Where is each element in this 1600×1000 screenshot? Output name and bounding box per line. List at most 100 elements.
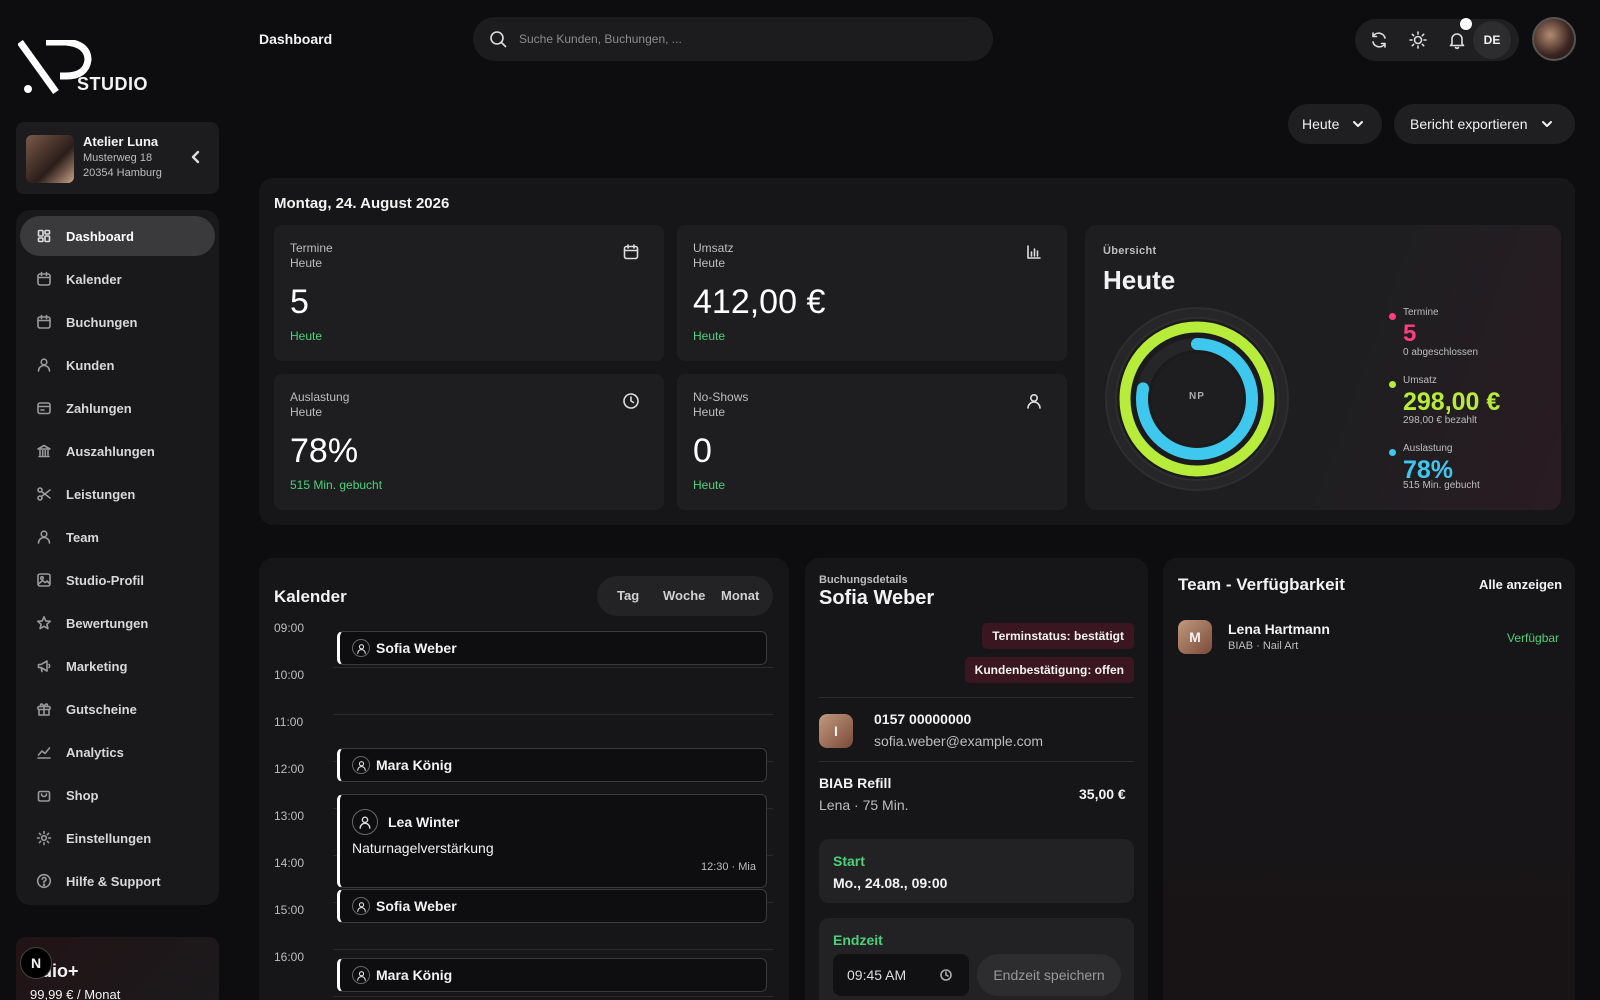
- sidebar-item-team[interactable]: Team: [20, 517, 215, 557]
- kpi-value: 5: [290, 283, 309, 321]
- export-report-button[interactable]: Bericht exportieren: [1394, 104, 1575, 144]
- calendar-event[interactable]: Lea Winter Naturnagelverstärkung 12:30 ·…: [337, 794, 767, 888]
- studio-card[interactable]: Atelier Luna Musterweg 18 20354 Hamburg: [16, 122, 219, 194]
- help-icon: [36, 873, 52, 889]
- kpi-value: 0: [693, 432, 712, 470]
- megaphone-icon: [37, 660, 51, 673]
- kpi-sub: Heute: [693, 478, 726, 492]
- sidebar-item-hilfe-support[interactable]: Hilfe & Support: [20, 861, 215, 901]
- team-title: Team - Verfügbarkeit: [1178, 575, 1345, 594]
- client-phone[interactable]: 0157 00000000: [874, 711, 972, 727]
- team-member-name[interactable]: Lena Hartmann: [1228, 621, 1330, 637]
- sidebar-item-kalender[interactable]: Kalender: [20, 259, 215, 299]
- time-label: 10:00: [274, 668, 305, 682]
- date-title: Montag, 24. August 2026: [274, 195, 450, 212]
- user-avatar[interactable]: [1532, 17, 1576, 61]
- tab-week[interactable]: Woche: [663, 588, 706, 603]
- sidebar-item-label: Kunden: [66, 357, 115, 373]
- sidebar-item-zahlungen[interactable]: Zahlungen: [20, 388, 215, 428]
- calendar-event[interactable]: Mara König: [337, 748, 767, 782]
- sidebar-item-label: Leistungen: [66, 486, 136, 502]
- team-member-role: BIAB · Nail Art: [1228, 640, 1299, 652]
- kpi-termine[interactable]: Termine Heute 5 Heute: [274, 225, 664, 361]
- refresh-icon[interactable]: [1369, 30, 1389, 50]
- search-bar[interactable]: [473, 17, 993, 61]
- event-client: Mara König: [376, 967, 453, 983]
- calendar-event[interactable]: Sofia Weber: [337, 631, 767, 665]
- sun-icon[interactable]: [1408, 30, 1428, 50]
- ring-card-label: Übersicht: [1103, 245, 1157, 257]
- sidebar-item-gutscheine[interactable]: Gutscheine: [20, 689, 215, 729]
- sidebar-item-analytics[interactable]: Analytics: [20, 732, 215, 772]
- calendar-event[interactable]: Mara König: [337, 958, 767, 992]
- user-icon: [356, 901, 366, 912]
- chevron-down-icon: [1353, 121, 1364, 127]
- ring-center-label: NP: [1189, 391, 1205, 402]
- brand-logo-text: STUDIO: [77, 74, 149, 94]
- sidebar-item-dashboard[interactable]: Dashboard: [20, 216, 215, 256]
- sidebar-item-bewertungen[interactable]: Bewertungen: [20, 603, 215, 643]
- tab-day[interactable]: Tag: [617, 588, 640, 603]
- clock-icon: [623, 393, 639, 409]
- ring-card-title: Heute: [1103, 265, 1176, 295]
- overview-ring-card: Übersicht Heute NP Termine 5 0 abgeschlo…: [1085, 225, 1561, 510]
- plan-price: 99,99 € / Monat: [30, 987, 121, 1000]
- sidebar-item-auszahlungen[interactable]: Auszahlungen: [20, 431, 215, 471]
- save-end-time-button[interactable]: Endzeit speichern: [977, 954, 1121, 996]
- calendar-view-tabs: Tag Woche Monat: [597, 576, 773, 616]
- divider: [819, 761, 1134, 762]
- sidebar-item-kunden[interactable]: Kunden: [20, 345, 215, 385]
- client-email[interactable]: sofia.weber@example.com: [874, 733, 1044, 749]
- event-client: Sofia Weber: [376, 898, 457, 914]
- sidebar-item-label: Analytics: [66, 744, 124, 760]
- period-dropdown[interactable]: Heute: [1288, 104, 1382, 144]
- event-client: Mara König: [376, 757, 453, 773]
- availability-status: Verfügbar: [1507, 631, 1560, 645]
- language-switch[interactable]: DE: [1473, 21, 1511, 59]
- sidebar-item-label: Shop: [66, 787, 99, 803]
- user-icon: [356, 970, 366, 981]
- booking-service: BIAB Refill: [819, 775, 892, 791]
- bell-icon[interactable]: [1447, 30, 1467, 50]
- legend-label: Auslastung: [1403, 443, 1453, 454]
- search-input[interactable]: [519, 32, 959, 46]
- kpi-no-shows[interactable]: No-Shows Heute 0 Heute: [677, 374, 1067, 510]
- ring-hole: [1151, 353, 1243, 445]
- plan-card[interactable]: udio+ 99,99 € / Monat N: [16, 937, 219, 1000]
- calendar-event[interactable]: Sofia Weber: [337, 889, 767, 923]
- kpi-value: 78%: [290, 432, 359, 470]
- bank-icon: [37, 444, 51, 458]
- sidebar-item-leistungen[interactable]: Leistungen: [20, 474, 215, 514]
- users-icon: [37, 530, 51, 544]
- time-label: 16:00: [274, 950, 305, 964]
- search-icon: [490, 31, 507, 48]
- hour-gridline: [333, 667, 773, 668]
- sidebar-item-shop[interactable]: Shop: [20, 775, 215, 815]
- kpi-umsatz[interactable]: Umsatz Heute 412,00 € Heute: [677, 225, 1067, 361]
- sidebar-item-einstellungen[interactable]: Einstellungen: [20, 818, 215, 858]
- studio-city: 20354 Hamburg: [83, 167, 162, 179]
- time-label: 13:00: [274, 809, 305, 823]
- tab-month[interactable]: Monat: [721, 588, 760, 603]
- sidebar-nav: Dashboard Kalender Buchungen Kunden Zahlunge…: [16, 210, 219, 905]
- kpi-sub: Heute: [290, 329, 323, 343]
- sidebar-item-marketing[interactable]: Marketing: [20, 646, 215, 686]
- plan-badge[interactable]: N: [20, 947, 52, 979]
- kpi-label-period: Heute: [693, 256, 726, 270]
- studio-name: Atelier Luna: [83, 134, 159, 149]
- end-label: Endzeit: [833, 932, 883, 948]
- customer-confirmation-badge: Kundenbestätigung: offen: [964, 657, 1134, 683]
- kpi-value: 412,00 €: [693, 283, 826, 321]
- sidebar-item-studio-profil[interactable]: Studio-Profil: [20, 560, 215, 600]
- sidebar-item-label: Marketing: [66, 658, 128, 674]
- end-time-box: Endzeit Endzeit speichern: [819, 918, 1134, 1000]
- show-all-link[interactable]: Alle anzeigen: [1479, 577, 1563, 592]
- kpi-auslastung[interactable]: Auslastung Heute 78% 515 Min. gebucht: [274, 374, 664, 510]
- legend-sub: 298,00 € bezahlt: [1403, 415, 1477, 426]
- sidebar-item-buchungen[interactable]: Buchungen: [20, 302, 215, 342]
- kpi-label: Umsatz Heute: [693, 241, 893, 271]
- start-label: Start: [833, 853, 865, 869]
- chevron-left-icon[interactable]: [188, 149, 204, 165]
- time-label: 11:00: [274, 715, 304, 729]
- notification-dot: [1460, 18, 1472, 30]
